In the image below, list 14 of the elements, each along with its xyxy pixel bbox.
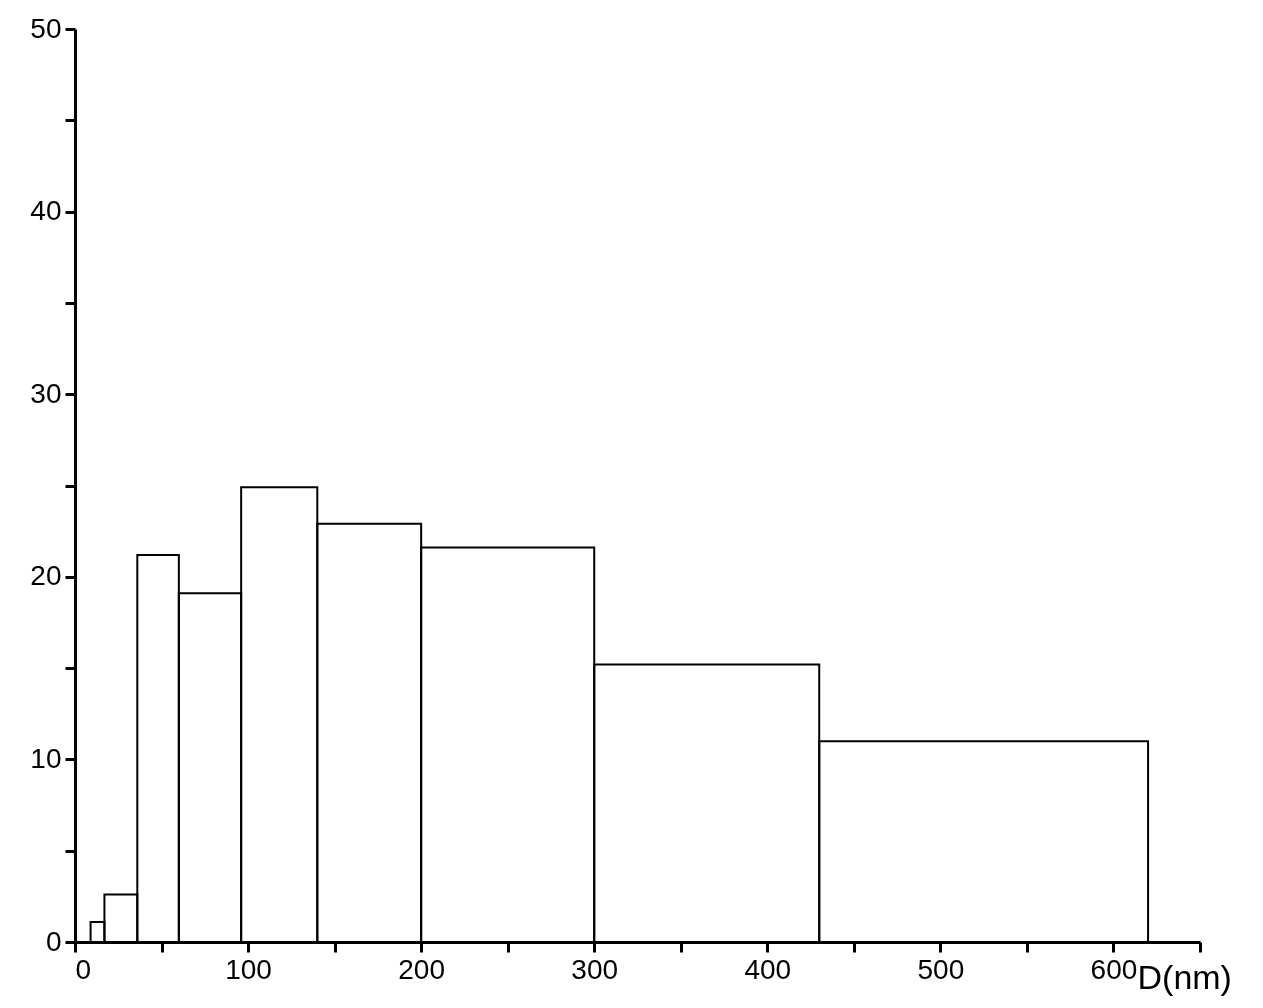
- x-tick-label: 400: [744, 953, 792, 985]
- x-tick-label: 200: [398, 953, 446, 985]
- x-tick-label: 0: [75, 953, 92, 985]
- x-tick-label: 100: [225, 953, 272, 985]
- y-tick-label: 20: [30, 560, 62, 592]
- x-tick-label: 500: [917, 953, 965, 985]
- y-tick-label: 30: [30, 377, 62, 409]
- x-tick-label: 600: [1090, 953, 1138, 985]
- x-tick-label: 300: [571, 953, 619, 985]
- x-axis-title: D(nm): [1137, 957, 1232, 996]
- y-tick-label: 50: [30, 12, 62, 44]
- y-tick-label: 0: [45, 925, 62, 957]
- y-tick-label: 10: [30, 742, 62, 774]
- y-tick-label: 40: [30, 195, 62, 227]
